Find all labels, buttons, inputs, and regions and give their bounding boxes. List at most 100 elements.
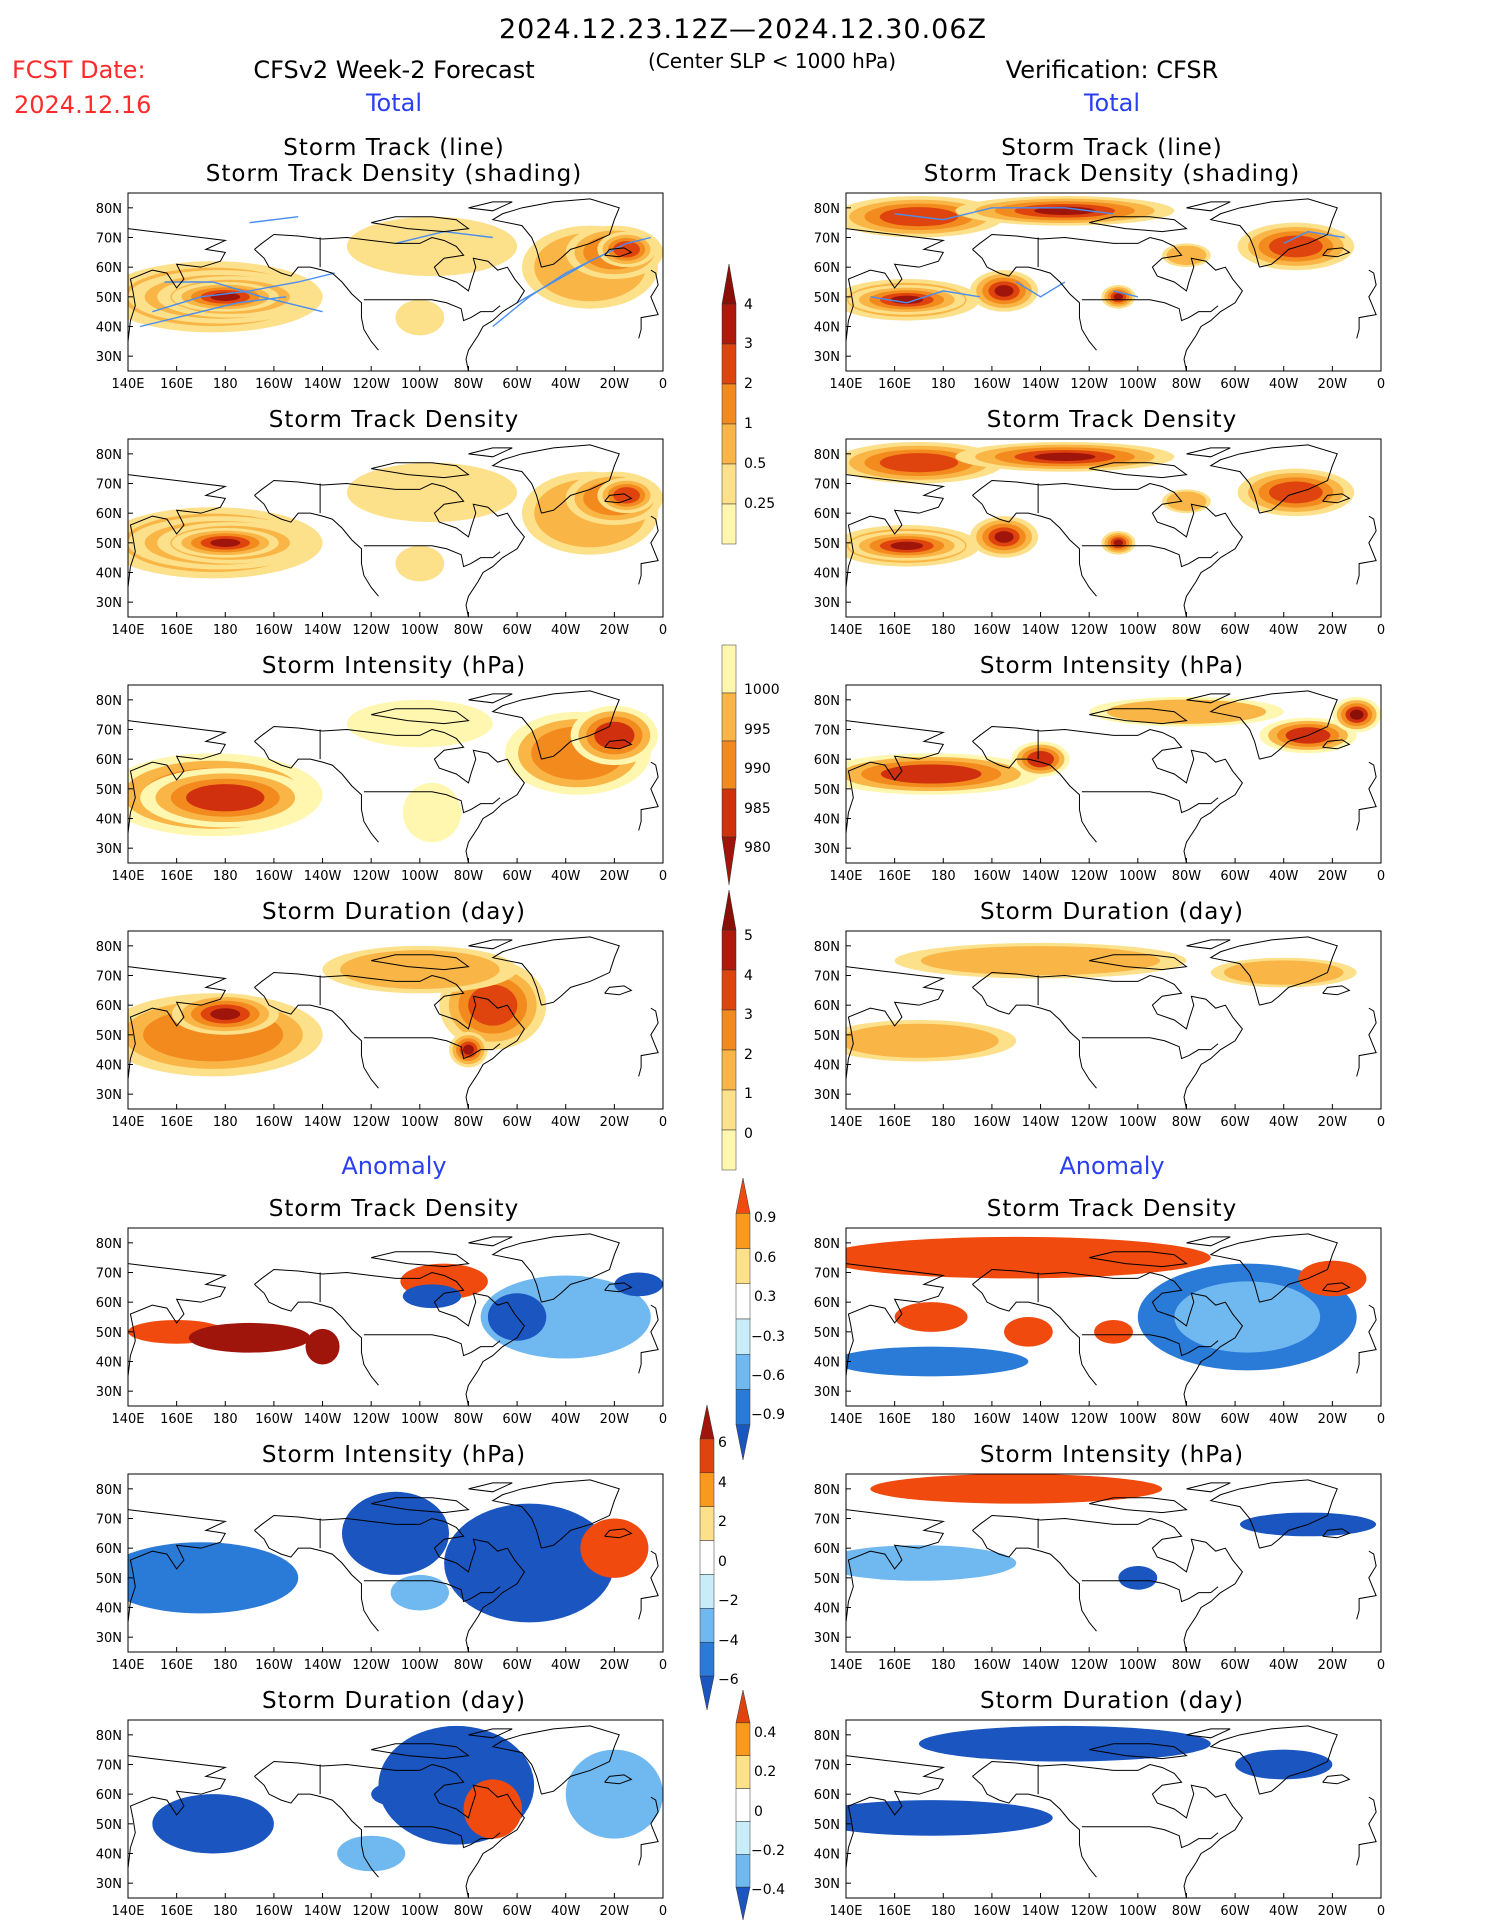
coastline: [491, 198, 620, 268]
lat-tick-label: 80N: [96, 1729, 122, 1744]
period-title: 2024.12.23.12Z—2024.12.30.06Z: [499, 14, 987, 45]
field-contour: [342, 1491, 449, 1575]
coastline: [1089, 954, 1188, 971]
field-shading: [128, 945, 547, 1077]
border-line: [1081, 1334, 1219, 1357]
lat-tick-label: 50N: [814, 537, 840, 552]
lon-tick-label: 60W: [502, 1658, 532, 1673]
coastline: [371, 216, 470, 233]
border-line: [363, 299, 501, 322]
coastline: [1322, 739, 1351, 750]
colorbar-arrow: [735, 1177, 751, 1214]
colorbar-swatch: [699, 1540, 715, 1575]
lon-tick-label: 160E: [160, 377, 193, 392]
lon-tick-label: 160W: [255, 623, 293, 638]
field-contour: [846, 1023, 999, 1058]
field-contour: [994, 531, 1014, 543]
map-frame: [845, 438, 1382, 618]
lon-tick-label: 60W: [502, 1904, 532, 1919]
lon-tick-label: 120W: [1070, 1115, 1108, 1130]
cb-label: 0.9: [754, 1210, 776, 1226]
field-contour: [1269, 235, 1323, 258]
lon-tick-label: 140E: [829, 1904, 862, 1919]
lat-tick-label: 30N: [96, 1088, 122, 1103]
panel7-title-left: Storm Duration (day): [262, 1688, 526, 1714]
lon-tick-label: 100W: [401, 377, 439, 392]
lat-tick-label: 30N: [814, 596, 840, 611]
lat-tick-label: 80N: [814, 1237, 840, 1252]
lat-tick-label: 80N: [96, 202, 122, 217]
coastline: [846, 720, 946, 834]
lat-tick-label: 60N: [96, 1788, 122, 1803]
cb-label: −0.9: [751, 1407, 785, 1423]
map-panel: 140E 160E 180 160W 140W 120W 100W 80W 60W 40W 20W 0…: [814, 1227, 1385, 1427]
lon-tick-label: 140W: [1022, 1904, 1060, 1919]
colorbar-swatch: [699, 1574, 715, 1609]
field-contour: [305, 1328, 340, 1365]
lon-tick-label: 120W: [1070, 1904, 1108, 1919]
cb-label: 0.3: [754, 1289, 776, 1305]
lon-tick-label: 180: [213, 1658, 238, 1673]
lon-tick-label: 60W: [502, 377, 532, 392]
lon-tick-label: 0: [659, 1904, 667, 1919]
lon-tick-label: 20W: [1318, 1412, 1348, 1427]
coastline: [254, 1269, 525, 1406]
coastline: [1186, 1728, 1231, 1739]
lat-tick-label: 40N: [814, 813, 840, 828]
coastlines: [846, 936, 1377, 1109]
map-frame: [845, 930, 1382, 1110]
colorbar-swatch: [699, 1506, 715, 1541]
lon-tick-label: 140E: [829, 1412, 862, 1427]
lon-tick-label: 120W: [1070, 1412, 1108, 1427]
coastline: [1209, 1479, 1338, 1549]
map-panel: 140E 160E 180 160W 140W 120W 100W 80W 60W 40W 20W 0…: [96, 684, 667, 884]
lon-tick-label: 0: [1377, 1115, 1385, 1130]
colorbar-arrow: [721, 836, 737, 886]
lon-tick-label: 140E: [829, 869, 862, 884]
lon-tick-label: 0: [659, 377, 667, 392]
lon-tick-label: 140W: [304, 869, 342, 884]
lon-tick-label: 140E: [829, 1658, 862, 1673]
lon-tick-label: 20W: [1318, 1115, 1348, 1130]
lon-tick-label: 140E: [111, 1115, 144, 1130]
storm-track-line: [152, 272, 335, 313]
lon-tick-label: 140W: [1022, 869, 1060, 884]
border-line: [363, 1580, 501, 1603]
coastline: [638, 761, 659, 831]
coastline: [254, 986, 379, 1089]
field-contour: [1004, 1317, 1053, 1347]
coastline: [254, 726, 525, 863]
field-contour: [879, 453, 959, 473]
colorbar-swatch: [721, 423, 737, 465]
coastline: [1186, 693, 1231, 704]
coastline: [1322, 985, 1351, 996]
field-shading: [846, 942, 1357, 1062]
lon-tick-label: 40W: [1269, 1658, 1299, 1673]
lon-tick-label: 160E: [160, 869, 193, 884]
lon-tick-label: 80W: [454, 869, 484, 884]
cb-label: 0.5: [744, 456, 766, 472]
colorbar-swatch: [735, 1389, 751, 1425]
coastline: [846, 1755, 946, 1869]
lon-tick-label: 60W: [1220, 377, 1250, 392]
lat-tick-label: 50N: [814, 1326, 840, 1341]
colorbar-swatch: [735, 1755, 751, 1789]
lon-tick-label: 20W: [600, 1658, 630, 1673]
coastline: [254, 740, 379, 843]
lon-tick-label: 160E: [160, 1658, 193, 1673]
coastline: [1209, 444, 1338, 514]
lon-tick-label: 120W: [352, 869, 390, 884]
lon-tick-label: 120W: [1070, 377, 1108, 392]
lon-tick-label: 180: [213, 869, 238, 884]
lat-tick-label: 60N: [96, 1542, 122, 1557]
field-contour: [186, 784, 265, 812]
lat-tick-label: 60N: [814, 1296, 840, 1311]
cb-label: −2: [718, 1593, 739, 1609]
lat-tick-label: 80N: [814, 448, 840, 463]
lon-tick-label: 180: [213, 1115, 238, 1130]
lon-tick-label: 100W: [401, 1904, 439, 1919]
map-panel: 140E 160E 180 160W 140W 120W 100W 80W 60W 40W 20W 0…: [96, 1473, 667, 1673]
lat-tick-label: 30N: [814, 842, 840, 857]
coastline: [604, 247, 633, 258]
lon-tick-label: 80W: [1172, 377, 1202, 392]
